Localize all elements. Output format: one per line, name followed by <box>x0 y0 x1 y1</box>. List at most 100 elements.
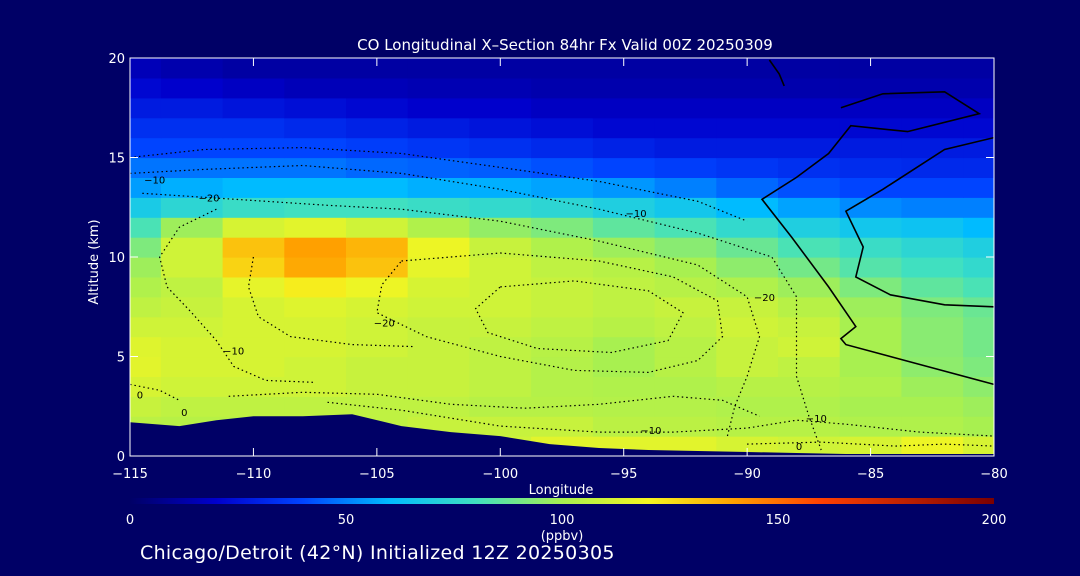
co-field-cell <box>839 217 902 238</box>
colorbar-label: (ppbv) <box>541 529 584 544</box>
co-field-cell <box>469 177 532 198</box>
co-field-cell <box>839 137 902 159</box>
co-field-cell <box>716 97 779 119</box>
co-field-cell <box>531 137 594 159</box>
co-field-cell <box>901 436 964 456</box>
co-field-cell <box>284 336 347 358</box>
co-field-cell <box>716 436 779 456</box>
contour-label: −10 <box>144 175 165 186</box>
co-field-cell <box>716 217 779 238</box>
co-field-cell <box>160 376 224 397</box>
contour-label: −20 <box>754 293 775 304</box>
co-field-cell <box>469 296 532 318</box>
co-field-cell <box>160 296 224 318</box>
co-field-cell <box>592 58 656 79</box>
co-field-cell <box>654 276 717 298</box>
x-tick-label: −105 <box>359 467 395 482</box>
y-axis: 0 5 10 15 20 <box>108 52 994 465</box>
co-field-cell <box>592 77 656 99</box>
co-field-cell <box>531 356 594 377</box>
co-field-cell <box>160 157 224 178</box>
co-field-cell <box>346 396 409 417</box>
co-field-cell <box>839 296 902 318</box>
co-field-cell <box>346 316 409 338</box>
co-field-cell <box>407 197 470 218</box>
solid-contour-line <box>844 136 994 308</box>
co-field-cell <box>654 416 717 437</box>
co-field-cell <box>469 316 532 338</box>
co-field-cell <box>963 97 994 119</box>
co-field-cell <box>407 396 470 417</box>
co-field-cell <box>901 416 964 437</box>
co-field-cell <box>160 177 224 198</box>
co-field-cell <box>407 77 470 99</box>
co-field-cell <box>716 276 779 298</box>
co-field-cell <box>654 97 717 119</box>
co-field-cell <box>130 336 162 358</box>
co-field-cell <box>963 336 994 358</box>
solid-contour-line <box>760 90 994 386</box>
co-field-cell <box>592 137 656 159</box>
co-field-cell <box>469 117 532 139</box>
co-field-cell <box>346 58 409 79</box>
co-field-cell <box>778 217 841 238</box>
co-field-cell <box>407 217 470 238</box>
co-field-cell <box>716 416 779 437</box>
co-field-cell <box>901 157 964 178</box>
co-field-cell <box>160 316 224 338</box>
co-field-cell <box>284 77 347 99</box>
co-field-cell <box>284 296 347 318</box>
x-tick-label: −115 <box>112 467 148 482</box>
co-field-cell <box>346 137 409 159</box>
co-field-cell <box>407 137 470 159</box>
co-field-cell <box>901 58 964 79</box>
co-field-cell <box>963 237 994 258</box>
co-field-cell <box>654 376 717 397</box>
co-field-cell <box>160 257 224 278</box>
co-field-cell <box>654 197 717 218</box>
co-field-cell <box>469 237 532 258</box>
co-field-cell <box>346 376 409 397</box>
co-field-cell <box>160 217 224 238</box>
co-field-cell <box>839 316 902 338</box>
co-field-cell <box>778 97 841 119</box>
co-field-cell <box>284 58 347 79</box>
contour-label: −20 <box>374 319 395 330</box>
co-field-cell <box>716 316 779 338</box>
co-field-cell <box>654 77 717 99</box>
co-field-cell <box>407 296 470 318</box>
co-field-cell <box>963 396 994 417</box>
co-field-cell <box>346 117 409 139</box>
footer-caption: Chicago/Detroit (42°N) Initialized 12Z 2… <box>140 542 615 564</box>
co-field-cell <box>839 396 902 417</box>
co-field-cell <box>901 396 964 417</box>
co-field-cell <box>222 356 285 377</box>
co-field-cell <box>778 117 841 139</box>
co-field-cell <box>531 296 594 318</box>
co-field-cell <box>901 217 964 238</box>
y-tick-label: 5 <box>117 351 125 366</box>
dotted-contour-line <box>228 391 760 417</box>
co-field-cell <box>901 296 964 318</box>
co-field-cell <box>901 316 964 338</box>
co-field-cell <box>407 257 470 278</box>
co-field-cell <box>839 197 902 218</box>
co-field-cell <box>963 117 994 139</box>
co-field-cell <box>778 296 841 318</box>
co-concentration-field <box>130 58 994 456</box>
co-field-cell <box>284 197 347 218</box>
co-field-cell <box>160 77 224 99</box>
co-field-cell <box>407 97 470 119</box>
co-field-cell <box>469 356 532 377</box>
co-field-cell <box>222 237 285 258</box>
co-field-cell <box>130 276 162 298</box>
co-field-cell <box>222 316 285 338</box>
co-field-cell <box>222 137 285 159</box>
contour-label: −10 <box>640 426 661 437</box>
y-axis-label: Altitude (km) <box>87 219 102 304</box>
co-field-cell <box>592 396 656 417</box>
co-field-cell <box>778 257 841 278</box>
contour-label: −20 <box>198 193 219 204</box>
x-axis: −115 −110 −105 −100 −95 −90 −85 −80 <box>112 58 1008 482</box>
co-field-cell <box>160 276 224 298</box>
